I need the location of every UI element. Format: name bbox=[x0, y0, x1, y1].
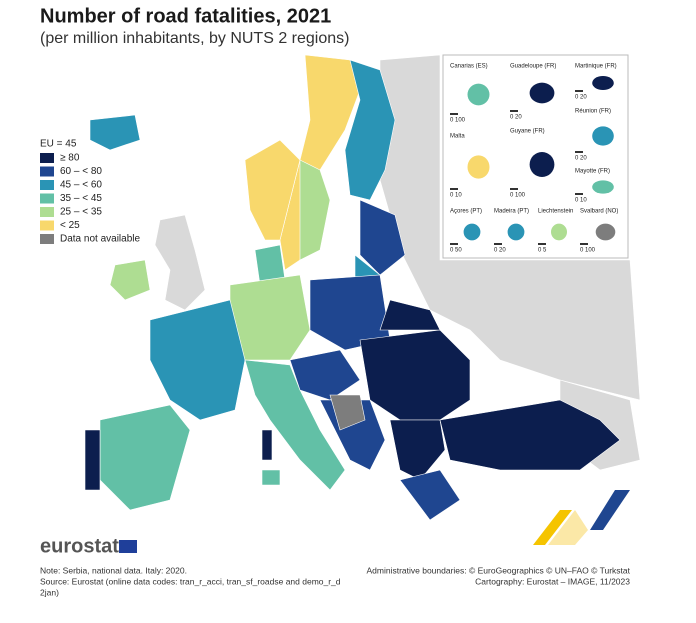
legend-swatch bbox=[40, 153, 54, 163]
scale-bar bbox=[538, 243, 546, 245]
legend-swatch bbox=[40, 166, 54, 177]
legend-swatch bbox=[40, 220, 54, 231]
scale-label: 0 10 bbox=[575, 198, 587, 204]
region bbox=[109, 259, 151, 301]
scale-bar bbox=[575, 90, 583, 92]
inset-shape bbox=[529, 82, 555, 104]
eu-flag bbox=[119, 540, 137, 553]
legend-label: Data not available bbox=[60, 234, 140, 245]
region bbox=[389, 419, 446, 481]
inset-label: Réunion (FR) bbox=[575, 109, 611, 115]
inset-shape bbox=[551, 223, 567, 241]
scale-label: 0 20 bbox=[575, 156, 587, 162]
legend-label: < 25 bbox=[60, 220, 80, 231]
inset-shape bbox=[507, 223, 525, 241]
legend-swatch bbox=[40, 193, 54, 204]
scale-bar bbox=[575, 151, 583, 153]
inset-label: Açores (PT) bbox=[450, 209, 482, 215]
scale-label: 0 20 bbox=[494, 248, 506, 254]
legend-label: 25 – < 35 bbox=[60, 207, 102, 218]
legend-label: 35 – < 45 bbox=[60, 193, 102, 204]
inset-shape bbox=[463, 223, 481, 241]
inset-shape bbox=[467, 155, 490, 179]
legend-swatch bbox=[40, 207, 54, 217]
scale-bar bbox=[510, 188, 518, 190]
note: Note: Serbia, national data. Italy: 2020… bbox=[40, 565, 187, 575]
inset-label: Guyane (FR) bbox=[510, 129, 545, 135]
region bbox=[261, 429, 273, 461]
region bbox=[89, 114, 141, 151]
region bbox=[359, 199, 406, 276]
region bbox=[261, 469, 281, 486]
scale-label: 0 20 bbox=[575, 95, 587, 101]
logo: eurostat bbox=[40, 535, 119, 557]
inset-label: Guadeloupe (FR) bbox=[510, 64, 556, 70]
inset-shape bbox=[529, 152, 555, 177]
source-cont: 2jan) bbox=[40, 587, 59, 597]
scale-label: 0 100 bbox=[450, 118, 466, 124]
region bbox=[379, 299, 441, 331]
subtitle: (per million inhabitants, by NUTS 2 regi… bbox=[40, 30, 349, 47]
source: Source: Eurostat (online data codes: tra… bbox=[40, 576, 341, 586]
title: Number of road fatalities, 2021 bbox=[40, 5, 331, 27]
scale-bar bbox=[450, 188, 458, 190]
legend-swatch bbox=[40, 234, 54, 244]
region bbox=[244, 359, 346, 491]
inset-shape bbox=[595, 223, 616, 241]
region bbox=[244, 139, 301, 241]
inset-label: Liechtenstein bbox=[538, 209, 573, 215]
region bbox=[399, 469, 461, 521]
insets: Canarias (ES) 0 100 Guadeloupe (FR) 0 20 Mar… bbox=[442, 54, 629, 259]
region bbox=[344, 59, 396, 201]
legend: EU = 45 ≥ 80 60 – < 80 45 – < 60 35 – < 45 25… bbox=[40, 139, 140, 245]
inset-label: Madeira (PT) bbox=[494, 209, 529, 215]
boundaries: Administrative boundaries: © EuroGeograp… bbox=[366, 565, 630, 575]
legend-swatch bbox=[40, 180, 54, 190]
inset-label: Svalbard (NO) bbox=[580, 209, 618, 215]
scale-bar bbox=[575, 193, 583, 195]
inset-shape bbox=[592, 180, 614, 194]
scale-bar bbox=[580, 243, 588, 245]
scale-label: 0 10 bbox=[450, 193, 462, 199]
scale-label: 0 5 bbox=[538, 248, 547, 254]
scale-bar bbox=[494, 243, 502, 245]
region bbox=[84, 429, 101, 491]
inset-shape bbox=[467, 83, 490, 106]
decoration bbox=[533, 490, 630, 545]
legend-label: ≥ 80 bbox=[60, 153, 80, 164]
region bbox=[299, 159, 331, 261]
inset-shape bbox=[592, 76, 614, 90]
scale-label: 0 100 bbox=[510, 193, 526, 199]
scale-bar bbox=[510, 110, 518, 112]
scale-bar bbox=[450, 243, 458, 245]
non-eu-land bbox=[154, 214, 206, 311]
scale-label: 0 50 bbox=[450, 248, 462, 254]
region bbox=[439, 399, 621, 471]
legend-title: EU = 45 bbox=[40, 139, 77, 150]
region bbox=[149, 299, 246, 421]
region bbox=[289, 349, 361, 401]
legend-label: 60 – < 80 bbox=[60, 166, 102, 177]
scale-label: 0 20 bbox=[510, 115, 522, 121]
scale-label: 0 100 bbox=[580, 248, 596, 254]
inset-label: Canarias (ES) bbox=[450, 64, 488, 70]
legend-label: 45 – < 60 bbox=[60, 180, 102, 191]
scale-bar bbox=[450, 113, 458, 115]
map bbox=[84, 54, 641, 521]
region bbox=[329, 394, 366, 431]
inset-label: Mayotte (FR) bbox=[575, 169, 610, 175]
inset-label: Martinique (FR) bbox=[575, 64, 617, 70]
inset-shape bbox=[592, 126, 614, 146]
cartography: Cartography: Eurostat – IMAGE, 11/2023 bbox=[475, 576, 630, 586]
region bbox=[99, 404, 191, 511]
inset-label: Malta bbox=[450, 134, 465, 140]
region bbox=[359, 329, 471, 421]
